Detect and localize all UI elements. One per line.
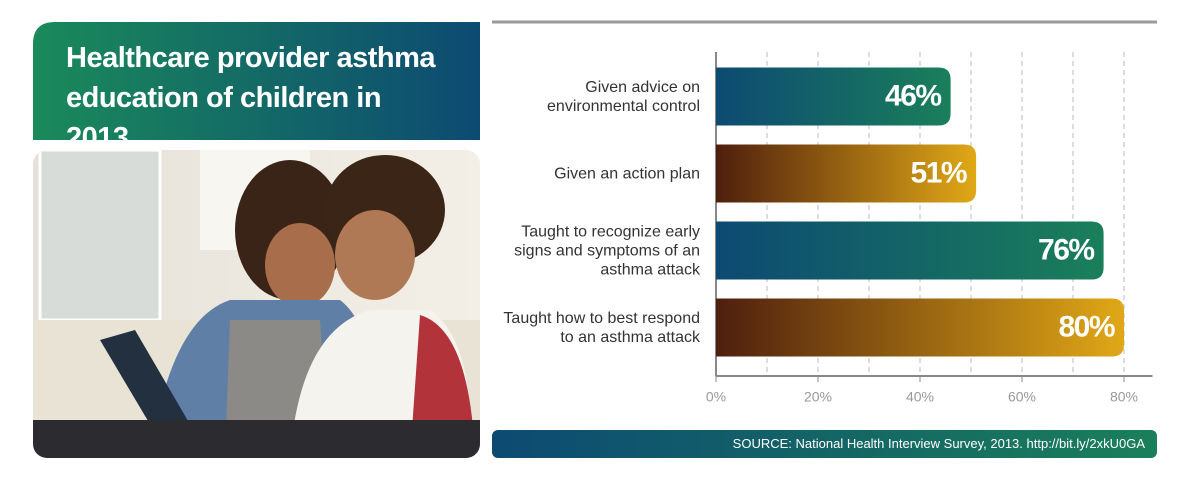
category-label: Taught how to best respond to an asthma … — [503, 309, 700, 346]
value-label: 51% — [911, 156, 967, 189]
bar — [716, 67, 951, 126]
category-label: Taught to recognize early signs and symp… — [514, 223, 700, 278]
chart: 0% 20% 40% 60% 80% 46% 51% 76% 80% — [706, 52, 1153, 405]
bar — [716, 221, 1104, 280]
bar — [716, 298, 1124, 357]
title-box — [33, 22, 480, 140]
bar — [716, 144, 977, 203]
x-tick-label: 80% — [1110, 389, 1138, 405]
source-bar — [492, 430, 1157, 458]
category-label: Given advice on environmental control — [547, 78, 700, 115]
photo — [33, 150, 480, 458]
category-label: Given an action plan — [554, 165, 700, 182]
x-tick-label: 40% — [906, 389, 934, 405]
x-tick-label: 20% — [804, 389, 832, 405]
value-label: 80% — [1058, 310, 1114, 343]
x-tick-label: 60% — [1008, 389, 1036, 405]
value-label: 76% — [1038, 233, 1094, 266]
source: SOURCE: National Health Interview Survey… — [732, 436, 1145, 451]
x-tick-label: 0% — [706, 389, 726, 405]
title: Healthcare provider asthma education of … — [66, 42, 435, 154]
value-label: 46% — [885, 79, 941, 112]
